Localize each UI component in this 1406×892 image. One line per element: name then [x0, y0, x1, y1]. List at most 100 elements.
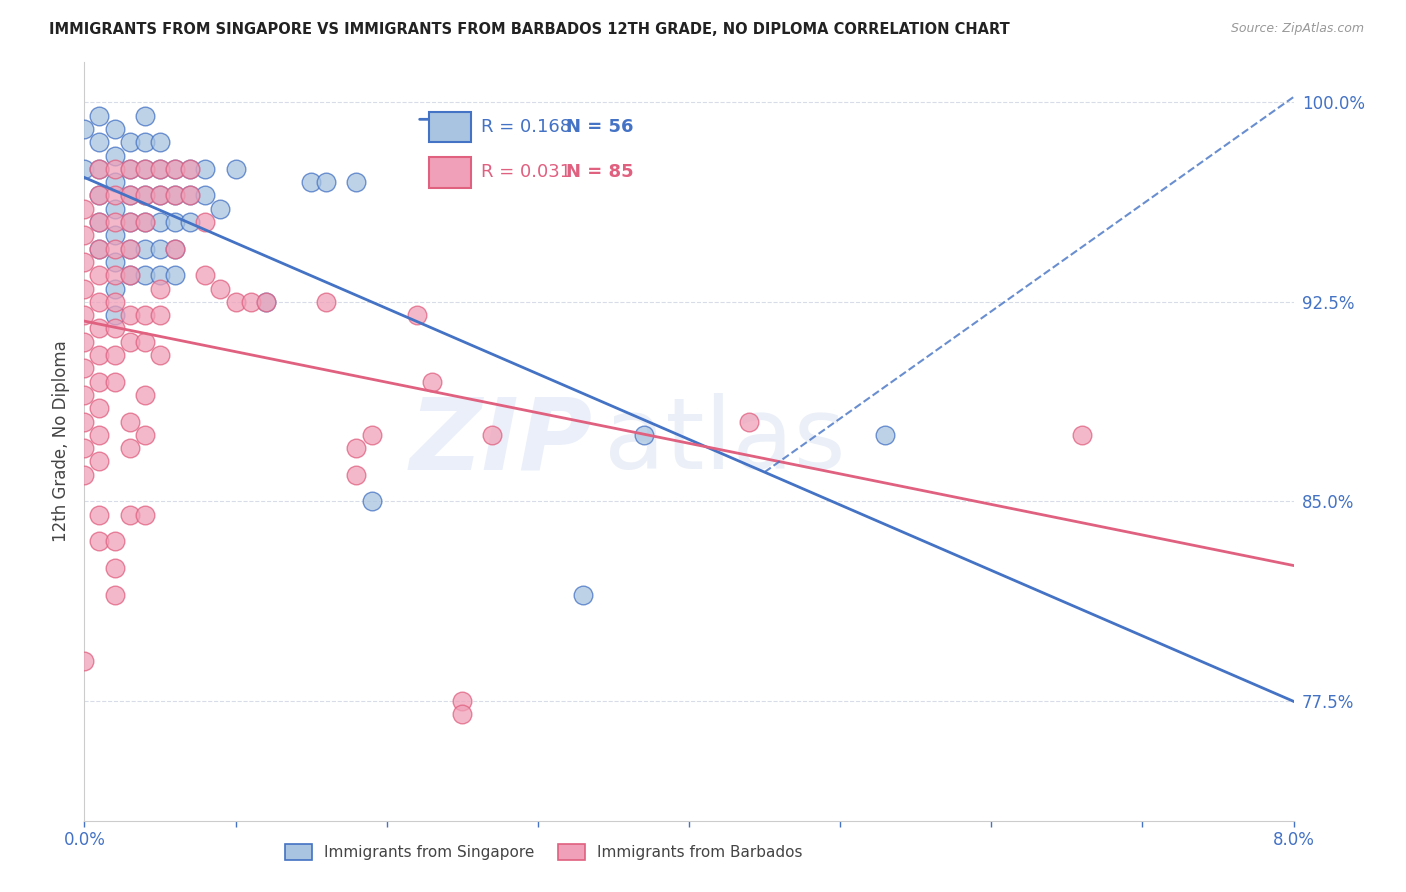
- Point: [165, 268, 187, 283]
- Point: [149, 268, 172, 283]
- Point: [89, 348, 111, 362]
- Point: [239, 294, 262, 309]
- Point: [225, 294, 247, 309]
- Point: [104, 148, 127, 162]
- Point: [118, 242, 141, 256]
- Point: [315, 294, 337, 309]
- Point: [179, 215, 201, 229]
- Point: [134, 215, 156, 229]
- Point: [73, 255, 96, 269]
- Point: [104, 534, 127, 549]
- Point: [194, 188, 217, 202]
- Point: [134, 308, 156, 322]
- Point: [346, 441, 368, 455]
- Point: [179, 161, 201, 176]
- Point: [1071, 428, 1094, 442]
- Point: [179, 161, 201, 176]
- Point: [165, 215, 187, 229]
- Point: [420, 375, 443, 389]
- Point: [118, 188, 141, 202]
- Point: [89, 454, 111, 468]
- Point: [134, 161, 156, 176]
- Point: [406, 308, 429, 322]
- Point: [149, 161, 172, 176]
- Text: N = 56: N = 56: [565, 118, 633, 136]
- Text: N = 85: N = 85: [565, 163, 633, 181]
- Point: [73, 161, 96, 176]
- Text: atlas: atlas: [605, 393, 846, 490]
- Point: [89, 321, 111, 335]
- Point: [89, 161, 111, 176]
- Point: [104, 122, 127, 136]
- Point: [209, 282, 232, 296]
- Point: [118, 308, 141, 322]
- Point: [118, 215, 141, 229]
- Point: [134, 135, 156, 149]
- Point: [104, 321, 127, 335]
- Point: [134, 215, 156, 229]
- Point: [134, 334, 156, 349]
- Point: [104, 561, 127, 575]
- Point: [104, 215, 127, 229]
- Point: [104, 375, 127, 389]
- Point: [134, 508, 156, 522]
- Point: [89, 161, 111, 176]
- Text: R = 0.031: R = 0.031: [481, 163, 571, 181]
- Point: [360, 494, 382, 508]
- Point: [165, 188, 187, 202]
- Point: [118, 188, 141, 202]
- Point: [149, 242, 172, 256]
- Point: [149, 215, 172, 229]
- Point: [73, 282, 96, 296]
- Point: [104, 282, 127, 296]
- Point: [89, 428, 111, 442]
- Point: [134, 388, 156, 402]
- Point: [633, 428, 655, 442]
- Point: [89, 268, 111, 283]
- Point: [118, 334, 141, 349]
- Point: [104, 175, 127, 189]
- Point: [104, 188, 127, 202]
- Point: [118, 161, 141, 176]
- Point: [73, 467, 96, 482]
- Point: [73, 202, 96, 216]
- Point: [451, 694, 474, 708]
- Y-axis label: 12th Grade, No Diploma: 12th Grade, No Diploma: [52, 341, 70, 542]
- Point: [360, 428, 382, 442]
- Point: [89, 508, 111, 522]
- Point: [149, 188, 172, 202]
- Point: [149, 308, 172, 322]
- Point: [73, 122, 96, 136]
- Point: [149, 161, 172, 176]
- Point: [165, 188, 187, 202]
- Point: [104, 308, 127, 322]
- Point: [89, 401, 111, 416]
- Point: [346, 467, 368, 482]
- Point: [104, 294, 127, 309]
- Point: [89, 215, 111, 229]
- Point: [225, 161, 247, 176]
- Point: [134, 161, 156, 176]
- Point: [481, 428, 503, 442]
- Point: [194, 161, 217, 176]
- Point: [89, 242, 111, 256]
- Point: [89, 188, 111, 202]
- Point: [118, 215, 141, 229]
- Legend: Immigrants from Singapore, Immigrants from Barbados: Immigrants from Singapore, Immigrants fr…: [278, 838, 808, 866]
- Text: R = 0.168: R = 0.168: [481, 118, 571, 136]
- Point: [104, 268, 127, 283]
- Point: [118, 268, 141, 283]
- Point: [89, 242, 111, 256]
- Point: [299, 175, 322, 189]
- Point: [738, 415, 761, 429]
- Point: [89, 294, 111, 309]
- Point: [104, 348, 127, 362]
- Point: [254, 294, 277, 309]
- Point: [73, 415, 96, 429]
- Point: [73, 654, 96, 668]
- Point: [73, 308, 96, 322]
- Point: [89, 375, 111, 389]
- Point: [149, 188, 172, 202]
- FancyBboxPatch shape: [429, 112, 471, 142]
- Point: [346, 175, 368, 189]
